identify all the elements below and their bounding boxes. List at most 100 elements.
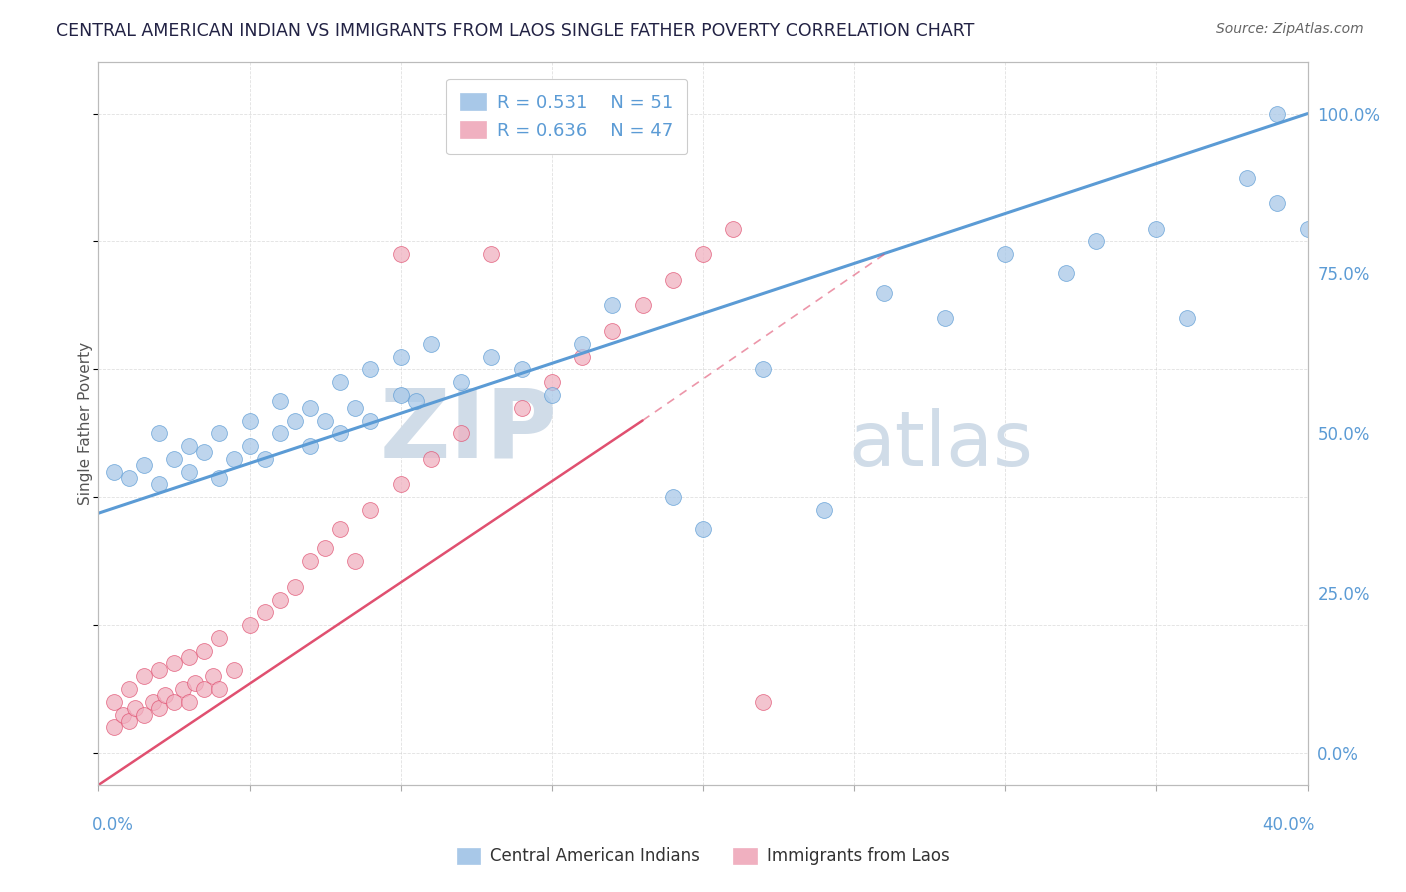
Point — [224, 663, 246, 677]
Point — [692, 247, 714, 261]
Point — [873, 285, 896, 300]
Point — [631, 298, 654, 312]
Point — [103, 695, 125, 709]
Point — [179, 695, 201, 709]
Point — [450, 375, 472, 389]
Point — [1296, 221, 1319, 235]
Point — [284, 413, 307, 427]
Point — [148, 426, 170, 441]
Point — [239, 439, 262, 453]
Point — [723, 221, 745, 235]
Point — [661, 490, 683, 504]
Point — [202, 669, 225, 683]
Point — [813, 503, 835, 517]
Point — [208, 426, 231, 441]
Point — [692, 522, 714, 536]
Point — [163, 451, 186, 466]
Point — [571, 336, 593, 351]
Point — [253, 605, 276, 619]
Point — [163, 657, 186, 671]
Point — [118, 681, 141, 696]
Point — [602, 298, 624, 312]
Text: Source: ZipAtlas.com: Source: ZipAtlas.com — [1216, 22, 1364, 37]
Point — [163, 695, 186, 709]
Point — [481, 350, 503, 364]
Point — [1236, 170, 1258, 185]
Point — [208, 681, 231, 696]
Point — [239, 618, 262, 632]
Point — [420, 336, 443, 351]
Point — [344, 554, 367, 568]
Point — [103, 465, 125, 479]
Point — [269, 394, 291, 409]
Point — [450, 426, 472, 441]
Point — [389, 388, 412, 402]
Text: 0.0%: 0.0% — [91, 816, 134, 834]
Point — [208, 471, 231, 485]
Point — [118, 714, 141, 728]
Point — [540, 388, 562, 402]
Point — [314, 541, 336, 556]
Point — [269, 426, 291, 441]
Text: atlas: atlas — [848, 409, 1033, 483]
Point — [329, 375, 352, 389]
Point — [1085, 235, 1108, 249]
Point — [299, 554, 322, 568]
Point — [752, 362, 775, 376]
Point — [224, 451, 246, 466]
Point — [752, 695, 775, 709]
Text: CENTRAL AMERICAN INDIAN VS IMMIGRANTS FROM LAOS SINGLE FATHER POVERTY CORRELATIO: CENTRAL AMERICAN INDIAN VS IMMIGRANTS FR… — [56, 22, 974, 40]
Point — [208, 631, 231, 645]
Point — [360, 503, 382, 517]
Point — [389, 247, 412, 261]
Point — [179, 439, 201, 453]
Point — [360, 413, 382, 427]
Point — [994, 247, 1017, 261]
Text: 40.0%: 40.0% — [1263, 816, 1315, 834]
Point — [118, 471, 141, 485]
Point — [179, 650, 201, 665]
Point — [148, 663, 170, 677]
Point — [389, 477, 412, 491]
Point — [142, 695, 165, 709]
Point — [1054, 267, 1077, 281]
Point — [510, 401, 533, 415]
Point — [934, 311, 956, 326]
Point — [148, 477, 170, 491]
Text: ZIP: ZIP — [380, 384, 558, 477]
Point — [239, 413, 262, 427]
Point — [153, 689, 176, 703]
Point — [510, 362, 533, 376]
Point — [1175, 311, 1198, 326]
Point — [299, 401, 322, 415]
Point — [148, 701, 170, 715]
Point — [571, 350, 593, 364]
Point — [661, 273, 683, 287]
Point — [1267, 196, 1289, 211]
Point — [540, 375, 562, 389]
Point — [179, 465, 201, 479]
Point — [602, 324, 624, 338]
Point — [269, 592, 291, 607]
Point — [132, 458, 155, 473]
Point — [111, 707, 134, 722]
Point — [253, 451, 276, 466]
Point — [124, 701, 146, 715]
Point — [193, 445, 215, 459]
Point — [314, 413, 336, 427]
Point — [1267, 106, 1289, 120]
Point — [132, 669, 155, 683]
Point — [103, 720, 125, 734]
Y-axis label: Single Father Poverty: Single Father Poverty — [77, 343, 93, 505]
Legend: R = 0.531    N = 51, R = 0.636    N = 47: R = 0.531 N = 51, R = 0.636 N = 47 — [446, 78, 688, 154]
Point — [284, 580, 307, 594]
Point — [329, 426, 352, 441]
Point — [389, 350, 412, 364]
Point — [360, 362, 382, 376]
Point — [1144, 221, 1167, 235]
Point — [193, 643, 215, 657]
Point — [172, 681, 194, 696]
Point — [132, 707, 155, 722]
Point — [420, 451, 443, 466]
Point — [481, 247, 503, 261]
